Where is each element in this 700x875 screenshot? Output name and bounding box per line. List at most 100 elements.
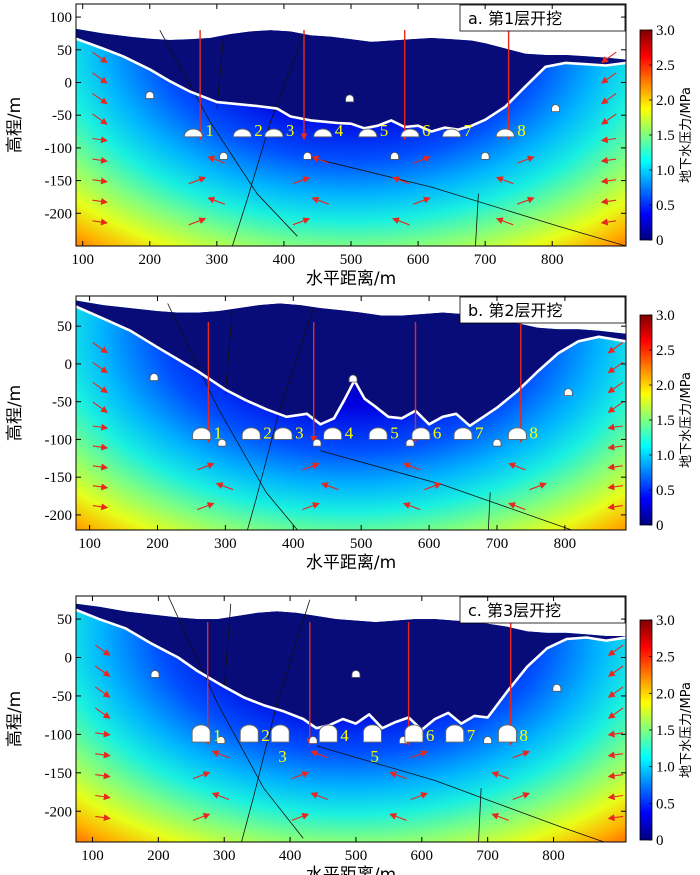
- flow-arrow: [292, 176, 311, 185]
- flow-arrow: [94, 707, 111, 719]
- x-tick-label: 100: [71, 252, 94, 268]
- fault-line-3: [225, 311, 233, 395]
- colorbar-label: 地下水压力/MPa: [679, 372, 694, 468]
- plot-area: [76, 4, 626, 246]
- colorbar-tick-label: 1.5: [656, 413, 675, 429]
- flow-arrow: [188, 176, 207, 185]
- flow-arrow: [600, 177, 617, 185]
- tunnel-label-1: 1: [213, 726, 222, 745]
- flow-arrow: [95, 814, 111, 822]
- tunnel-2: [241, 427, 261, 440]
- flow-arrow: [92, 197, 108, 205]
- tunnel-3: [264, 128, 284, 138]
- y-axis-label: 高程/m: [5, 97, 25, 153]
- observation-hole: [145, 91, 155, 99]
- x-tick-label: 100: [78, 536, 101, 552]
- flow-arrow: [197, 502, 215, 511]
- plot-frame: [75, 595, 627, 843]
- flow-arrow: [600, 92, 617, 105]
- colorbar-tick-label: 0: [656, 833, 664, 849]
- tunnel-label-6: 6: [422, 121, 431, 140]
- colorbar-tick-label: 0: [656, 233, 664, 249]
- flow-arrow: [92, 72, 108, 84]
- y-tick-label: -150: [45, 766, 73, 782]
- flow-arrow: [402, 462, 421, 471]
- colorbar-label: 地下水压力/MPa: [679, 682, 694, 778]
- x-tick-label: 200: [139, 252, 162, 268]
- tunnel-1: [183, 128, 203, 138]
- tunnel-7: [445, 724, 465, 743]
- phreatic-line: [76, 608, 626, 732]
- y-tick-label: 100: [50, 10, 73, 26]
- flow-arrow: [607, 443, 623, 451]
- tunnel-1: [191, 724, 211, 743]
- flow-arrow: [92, 503, 109, 511]
- x-tick-label: 300: [213, 848, 236, 864]
- tunnel-label-5: 5: [390, 423, 399, 442]
- y-tick-label: 50: [57, 612, 72, 628]
- panel-title: b. 第2层开挖: [468, 301, 563, 320]
- tunnel-3: [273, 427, 293, 440]
- colorbar-label: 地下水压力/MPa: [679, 87, 694, 183]
- tunnel-5: [358, 128, 378, 138]
- observation-hole: [303, 152, 312, 160]
- tunnel-4: [323, 427, 343, 440]
- observation-hole: [390, 152, 399, 160]
- panel-title-box: c. 第3层开挖: [459, 596, 626, 624]
- flow-arrow: [302, 462, 320, 471]
- y-tick-label: 50: [57, 319, 72, 335]
- flow-arrow: [320, 482, 339, 491]
- observation-hole: [563, 388, 573, 397]
- tunnel-label-3: 3: [278, 747, 287, 766]
- tunnel-5: [368, 427, 388, 440]
- tunnel-6: [404, 724, 424, 743]
- flow-arrow: [607, 463, 623, 471]
- fault-line-1: [167, 303, 299, 530]
- flow-arrow: [607, 361, 624, 374]
- flow-arrow: [207, 155, 225, 164]
- tunnel-2: [232, 128, 252, 138]
- observation-hole: [483, 736, 493, 744]
- flow-arrow: [291, 813, 310, 821]
- observation-hole: [308, 736, 318, 744]
- flow-arrow: [512, 750, 531, 759]
- colorbar-tick-label: 2.0: [656, 686, 675, 702]
- y-tick-label: -100: [45, 432, 73, 448]
- flow-arrow: [311, 155, 329, 164]
- y-tick-label: -200: [45, 508, 73, 524]
- tunnel-8: [497, 724, 517, 743]
- flow-arrow: [92, 381, 109, 394]
- unsaturated-zone: [76, 603, 626, 730]
- flow-arrow: [508, 462, 526, 471]
- flow-arrow: [207, 196, 225, 205]
- flow-arrow: [607, 814, 624, 822]
- tunnel-2: [239, 724, 259, 743]
- flow-arrow: [600, 72, 617, 84]
- flow-arrow: [92, 177, 108, 185]
- fault-line-2: [241, 599, 311, 842]
- flow-arrow: [402, 502, 421, 511]
- x-tick-label: 200: [146, 536, 169, 552]
- observation-hole: [312, 438, 322, 447]
- x-tick-label: 700: [476, 848, 499, 864]
- fault-line-3: [223, 603, 232, 689]
- tunnel-label-2: 2: [254, 121, 262, 140]
- flow-arrow: [292, 217, 311, 226]
- y-tick-label: -50: [52, 108, 72, 124]
- flow-arrow: [311, 196, 329, 205]
- flow-arrow: [389, 771, 407, 780]
- flow-arrow: [495, 176, 514, 185]
- colorbar-tick-label: 2.0: [656, 93, 675, 109]
- flow-arrow: [211, 792, 230, 801]
- flow-arrow: [188, 217, 207, 226]
- tunnel-label-5: 5: [380, 121, 389, 140]
- tunnel-label-8: 8: [517, 121, 526, 140]
- fault-line-4: [316, 745, 606, 842]
- flow-arrow: [607, 342, 624, 354]
- colorbar-tick-label: 2.5: [656, 650, 675, 666]
- flow-arrow: [495, 217, 514, 226]
- x-tick-label: 600: [418, 536, 441, 552]
- fault-line-1: [167, 596, 304, 839]
- flow-arrow: [607, 686, 624, 698]
- tunnel-5: [362, 724, 382, 743]
